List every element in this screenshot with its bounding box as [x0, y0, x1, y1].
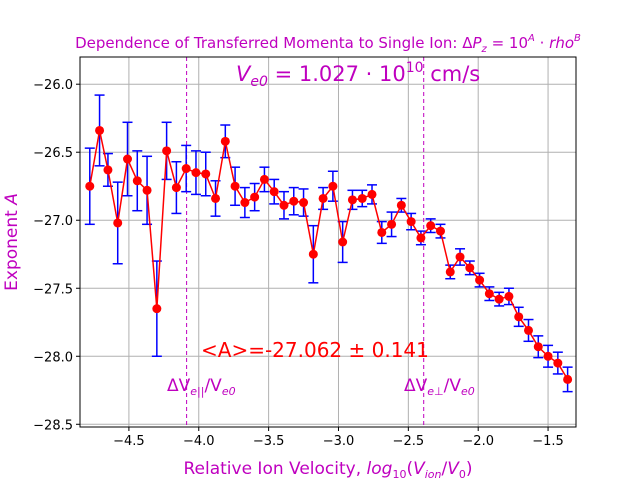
- data-point-5: [132, 176, 142, 186]
- y-tick-label-4: −26.5: [33, 146, 73, 161]
- data-point-19: [269, 187, 279, 197]
- data-point-47: [543, 351, 553, 361]
- data-point-12: [201, 169, 211, 179]
- data-point-45: [523, 325, 533, 335]
- data-point-8: [162, 146, 172, 156]
- x-tick-label-6: −1.5: [532, 434, 564, 449]
- data-point-14: [220, 136, 230, 146]
- x-tick-label-4: −2.5: [393, 434, 425, 449]
- data-point-38: [455, 252, 465, 262]
- data-point-13: [211, 193, 221, 203]
- delta-v-par-label: ΔVe||/Ve0: [167, 376, 236, 398]
- data-point-40: [475, 275, 485, 285]
- y-tick-label-2: −27.5: [33, 282, 73, 297]
- data-point-7: [152, 304, 162, 314]
- data-point-23: [308, 249, 318, 259]
- data-point-2: [103, 165, 113, 175]
- x-tick-label-3: −3.0: [323, 434, 355, 449]
- y-tick-label-5: −26.0: [33, 78, 73, 93]
- y-tick-label-3: −27.0: [33, 214, 73, 229]
- mean-annotation: <A>=-27.062 ± 0.141: [201, 338, 429, 362]
- data-point-36: [435, 226, 445, 236]
- x-tick-label-0: −4.5: [113, 434, 145, 449]
- x-tick-label-2: −3.5: [253, 434, 285, 449]
- data-point-21: [289, 196, 299, 206]
- data-point-30: [377, 227, 387, 237]
- data-point-29: [367, 189, 377, 199]
- data-point-32: [396, 200, 406, 210]
- data-point-35: [426, 221, 436, 231]
- data-point-34: [416, 233, 426, 243]
- y-tick-label-0: −28.5: [33, 418, 73, 433]
- data-point-0: [85, 181, 95, 191]
- x-axis-ticks: −4.5 −4.0 −3.5 −3.0 −2.5 −2.0 −1.5: [113, 427, 564, 449]
- data-point-18: [259, 174, 269, 184]
- data-point-4: [123, 154, 133, 164]
- data-point-49: [563, 374, 573, 384]
- ve0-annotation: Ve0 = 1.027 · 1010 cm/s: [236, 60, 480, 90]
- y-axis-label: Exponent A: [2, 193, 22, 291]
- data-point-33: [406, 217, 416, 227]
- data-point-1: [95, 125, 105, 135]
- data-point-11: [191, 168, 201, 178]
- vertical-reference-lines: [186, 57, 425, 427]
- data-point-44: [514, 312, 524, 322]
- data-point-15: [230, 181, 240, 191]
- data-point-37: [445, 267, 455, 277]
- data-point-3: [113, 218, 123, 228]
- data-point-48: [553, 358, 563, 368]
- data-point-42: [494, 294, 504, 304]
- data-point-17: [250, 192, 260, 202]
- plot-frame: [79, 56, 577, 428]
- data-point-9: [171, 183, 181, 193]
- data-point-25: [328, 181, 338, 191]
- data-point-22: [299, 198, 309, 208]
- x-tick-label-1: −4.0: [183, 434, 215, 449]
- data-point-31: [387, 219, 397, 229]
- data-point-24: [318, 193, 328, 203]
- delta-v-perp-label: ΔVe⊥/Ve0: [404, 376, 475, 398]
- y-axis-ticks: −28.5 −28.0 −27.5 −27.0 −26.5 −26.0: [33, 78, 80, 433]
- data-point-10: [181, 164, 191, 174]
- data-point-20: [279, 200, 289, 210]
- data-point-26: [338, 237, 348, 247]
- y-tick-label-1: −28.0: [33, 350, 73, 365]
- data-point-39: [465, 263, 475, 273]
- data-point-6: [142, 185, 152, 195]
- data-point-41: [484, 289, 494, 299]
- x-tick-label-5: −2.0: [462, 434, 494, 449]
- data-point-43: [504, 291, 514, 301]
- data-points: [85, 125, 573, 384]
- data-point-16: [240, 198, 250, 208]
- grid: [80, 57, 576, 427]
- chart-title: Dependence of Transferred Momenta to Sin…: [75, 33, 581, 55]
- data-point-46: [533, 342, 543, 352]
- data-point-28: [357, 193, 367, 203]
- data-point-27: [347, 195, 357, 205]
- x-axis-label: Relative Ion Velocity, log10(Vion/V0): [183, 459, 472, 480]
